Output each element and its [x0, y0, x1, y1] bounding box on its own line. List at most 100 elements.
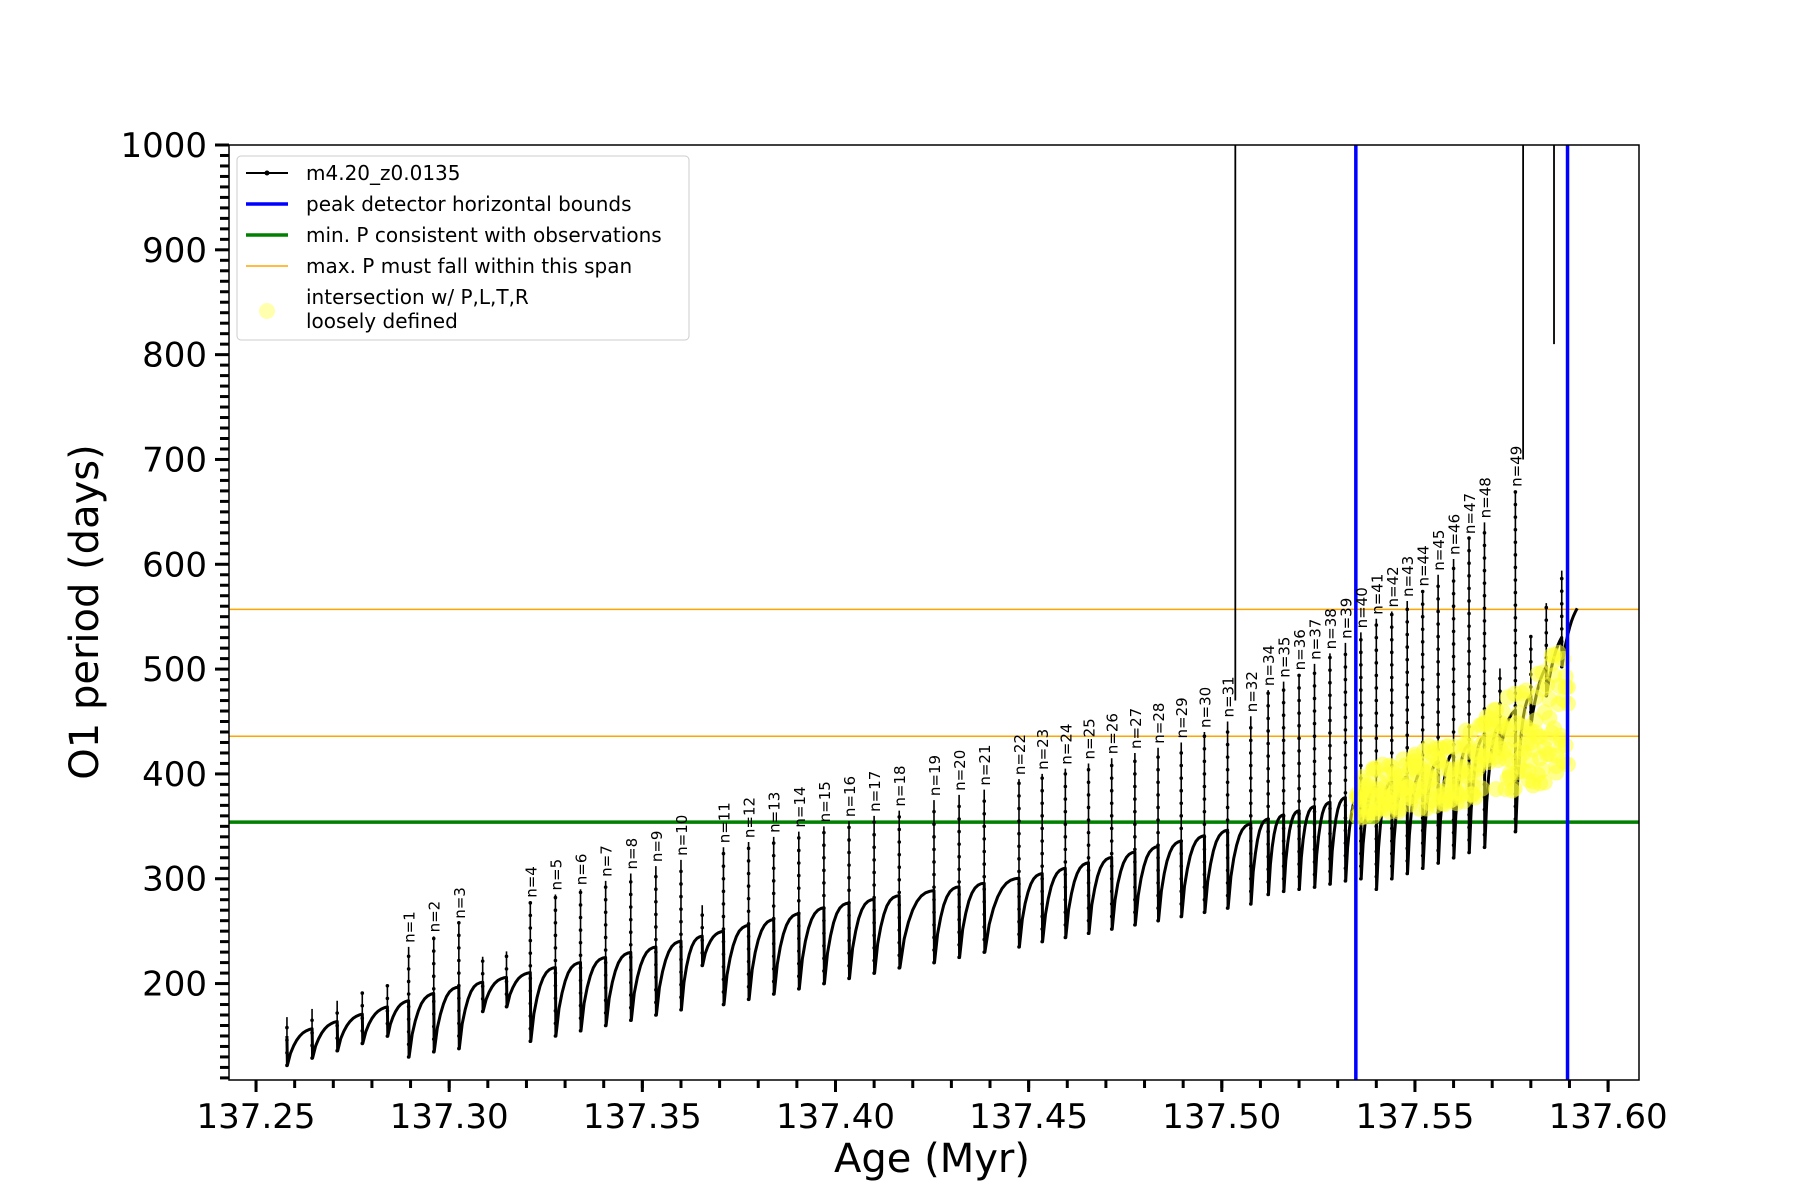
pulse-point — [1202, 885, 1207, 889]
pulse-point — [1405, 859, 1410, 863]
pulse-point — [1266, 703, 1270, 708]
pulse-point — [1086, 830, 1091, 835]
pulse-point — [872, 858, 876, 862]
pulse-point — [746, 959, 751, 964]
legend-entry-intersection: intersection w/ P,L,T,R loosely defined — [259, 285, 529, 333]
pulse-point — [628, 955, 633, 960]
pulse-point — [1297, 786, 1301, 791]
pulse-point — [957, 892, 961, 897]
pulse-point — [771, 979, 776, 984]
pulse-point — [1017, 794, 1021, 798]
pulse-point — [578, 915, 583, 920]
pulse-label-n4: n=4 — [522, 866, 540, 898]
pulse-point — [897, 953, 902, 958]
pulse-point — [1544, 630, 1549, 635]
pulse-point — [1156, 855, 1160, 860]
plot-area — [229, 145, 1639, 1080]
pulse-point — [1179, 851, 1184, 856]
pulse-point — [1436, 622, 1440, 626]
pulse-point — [1040, 864, 1044, 868]
pulse-point — [822, 906, 826, 910]
pulse-point — [528, 938, 533, 943]
pulse-point — [1359, 851, 1363, 856]
pulse-point — [1420, 816, 1425, 820]
pulse-point — [1451, 730, 1456, 734]
pulse-point — [932, 948, 936, 952]
pulse-point — [1420, 640, 1425, 644]
pulse-label-n17: n=17 — [866, 771, 884, 812]
pulse-point — [1389, 826, 1394, 831]
pulse-point — [1559, 589, 1564, 593]
pulse-point — [1328, 680, 1332, 685]
pulse-point — [1156, 818, 1160, 822]
pulse-point — [360, 1003, 365, 1008]
pulse-point — [847, 875, 851, 880]
pulse-point — [1133, 772, 1137, 776]
pulse-point — [1343, 790, 1348, 795]
pulse-label-n14: n=14 — [791, 786, 809, 827]
pulse-point — [504, 1004, 509, 1009]
pulse-point — [1451, 667, 1456, 671]
y-tick-label: 500 — [142, 650, 207, 690]
pulse-point — [1312, 759, 1317, 764]
pulse-point — [1266, 754, 1270, 758]
pulse-point — [1389, 688, 1394, 692]
pulse-point — [1328, 768, 1332, 773]
pulse-point — [1202, 835, 1207, 839]
pulse-point — [528, 926, 533, 930]
pulse-point — [654, 988, 658, 992]
pulse-point — [654, 950, 658, 954]
pulse-point — [822, 931, 826, 936]
pulse-point — [1436, 659, 1440, 664]
pulse-point — [1248, 839, 1253, 843]
pulse-point — [1063, 784, 1068, 789]
pulse-point — [335, 1011, 339, 1015]
legend-entry-min-p: min. P consistent with observations — [246, 223, 662, 247]
pulse-point — [872, 895, 876, 900]
pulse-point — [1156, 893, 1160, 898]
pulse-label-n13: n=13 — [766, 792, 784, 833]
pulse-point — [1482, 631, 1487, 636]
pulse-point — [504, 954, 509, 959]
pulse-point — [1179, 776, 1184, 780]
pulse-point — [1063, 772, 1068, 776]
pulse-point — [982, 849, 987, 854]
pulse-point — [872, 920, 876, 925]
pulse-label-n40: n=40 — [1353, 587, 1371, 628]
pulse-label-n49: n=49 — [1507, 446, 1525, 487]
pulse-point — [603, 985, 608, 990]
pulse-label-n44: n=44 — [1415, 545, 1433, 586]
pulse-point — [796, 911, 801, 916]
pulse-point — [1529, 710, 1533, 714]
pulse-point — [1017, 869, 1021, 874]
pulse-point — [771, 941, 776, 946]
pulse-point — [721, 902, 726, 906]
pulse-point — [457, 946, 461, 950]
pulse-point — [1017, 844, 1021, 849]
pulse-label-n20: n=20 — [951, 750, 969, 791]
pulse-point — [1017, 882, 1021, 886]
pulse-label-n22: n=22 — [1011, 734, 1029, 775]
pulse-point — [1498, 676, 1502, 681]
pulse-point — [1063, 860, 1068, 864]
pulse-point — [1513, 603, 1518, 607]
pulse-point — [1109, 814, 1114, 818]
pulse-point — [1482, 593, 1487, 598]
pulse-point — [1312, 797, 1317, 801]
pulse-point — [1328, 882, 1332, 886]
pulse-point — [847, 825, 851, 830]
pulse-point — [1513, 641, 1518, 645]
pulse-point — [1202, 910, 1207, 915]
pulse-point — [1086, 843, 1091, 848]
pulse-point — [1040, 826, 1044, 831]
pulse-point — [771, 853, 776, 858]
pulse-point — [1359, 650, 1363, 655]
pulse-point — [1179, 788, 1184, 793]
y-tick-label: 800 — [142, 336, 207, 376]
pulse-point — [1063, 847, 1068, 852]
pulse-point — [1359, 637, 1363, 642]
pulse-point — [847, 951, 851, 955]
pulse-point — [1436, 722, 1440, 727]
pulse-point — [1374, 698, 1379, 703]
pulse-point — [1225, 906, 1230, 910]
